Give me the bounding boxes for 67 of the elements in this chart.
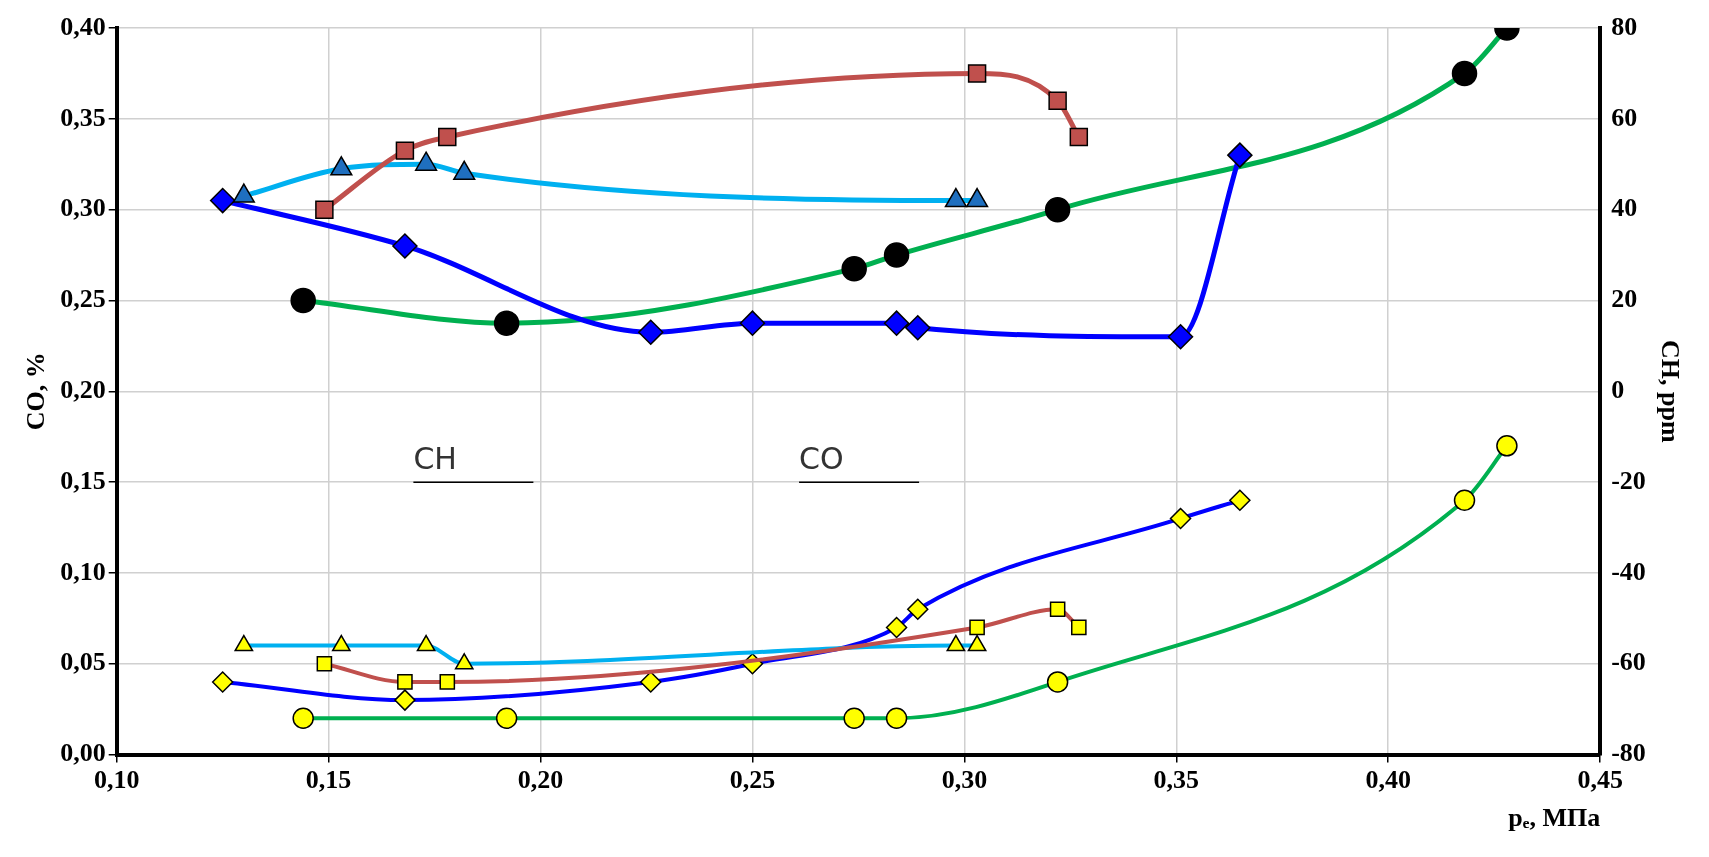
point: [1069, 127, 1089, 147]
y2-tick-label: -20: [1611, 465, 1646, 495]
y-tick-label: 0,20: [60, 375, 106, 405]
y-tick-label: 0,05: [60, 647, 106, 677]
point: [292, 707, 314, 730]
point: [905, 314, 931, 341]
y-tick-label: 0,15: [60, 465, 106, 495]
y2-tick-label: 80: [1611, 11, 1638, 41]
point: [493, 310, 520, 336]
point: [1046, 671, 1069, 693]
point: [495, 707, 518, 730]
x-tick-label: 0,40: [1365, 764, 1411, 794]
x-tick-label: 0,35: [1153, 764, 1200, 794]
point: [969, 619, 985, 636]
point: [438, 127, 457, 147]
point: [397, 674, 413, 690]
point: [883, 242, 910, 268]
point: [907, 598, 929, 621]
y2-tick-label: 0: [1611, 375, 1625, 405]
y-tick-label: 0,30: [60, 193, 106, 223]
point: [1049, 601, 1066, 618]
x-tick-label: 0,25: [729, 764, 776, 794]
point: [394, 689, 416, 711]
annotation: CO: [799, 440, 844, 476]
point: [315, 200, 334, 219]
point: [1451, 60, 1478, 87]
y2-tick-label: 40: [1611, 193, 1638, 223]
point: [290, 287, 316, 314]
y2-tick-label: -60: [1611, 647, 1646, 677]
point: [1048, 91, 1067, 110]
y2-tick-label: -40: [1611, 556, 1646, 586]
x-tick-label: 0,30: [941, 764, 988, 794]
y-tick-label: 0,40: [60, 11, 106, 41]
x-axis-title: pₑ, МПа: [1508, 803, 1601, 833]
point: [637, 319, 664, 346]
point: [316, 655, 333, 672]
point: [1229, 489, 1251, 512]
point: [211, 671, 234, 693]
x-tick-label: 0,20: [517, 764, 564, 794]
point: [841, 255, 867, 282]
point: [1169, 507, 1192, 530]
point: [1496, 435, 1518, 457]
point: [395, 141, 415, 160]
y2-tick-label: 20: [1611, 284, 1638, 314]
point: [1071, 619, 1087, 636]
y-tick-label: 0,10: [60, 556, 106, 586]
point: [1167, 324, 1194, 350]
point: [639, 671, 662, 693]
point: [209, 187, 236, 214]
point: [1227, 142, 1253, 168]
point: [885, 707, 908, 730]
point: [1453, 489, 1476, 512]
y2-tick-label: 60: [1611, 102, 1638, 132]
point: [843, 707, 865, 730]
point: [392, 233, 418, 259]
point: [1044, 196, 1071, 223]
y2-axis-title: CH, ppm: [1655, 340, 1685, 443]
point: [885, 616, 908, 639]
point: [883, 310, 910, 336]
point: [439, 674, 456, 690]
point: [739, 310, 766, 336]
y-tick-label: 0,25: [60, 284, 106, 314]
point: [967, 64, 987, 83]
y-tick-label: 0,35: [60, 102, 106, 132]
annotation: CH: [413, 440, 457, 476]
x-tick-label: 0,15: [305, 764, 352, 794]
y-axis-title: CO, %: [21, 352, 51, 431]
